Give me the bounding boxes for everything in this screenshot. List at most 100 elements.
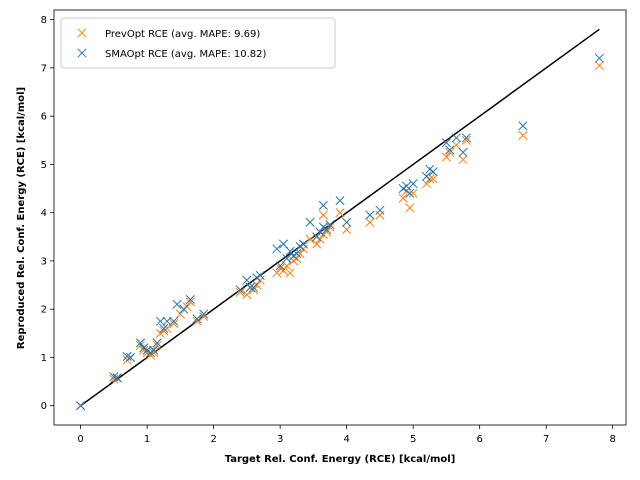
data-point bbox=[169, 316, 179, 326]
data-point bbox=[408, 179, 418, 189]
data-point bbox=[278, 266, 289, 276]
data-point bbox=[149, 345, 159, 355]
data-point bbox=[282, 261, 292, 271]
data-point bbox=[312, 232, 322, 242]
data-point bbox=[179, 304, 189, 314]
plot-frame bbox=[53, 9, 627, 426]
series-1 bbox=[76, 53, 604, 411]
data-point bbox=[458, 155, 468, 165]
data-point bbox=[405, 188, 415, 198]
data-point bbox=[255, 270, 265, 280]
x-axis-label: Target Rel. Conf. Energy (RCE) [kcal/mol… bbox=[225, 454, 456, 465]
data-point bbox=[199, 309, 209, 319]
data-point bbox=[305, 217, 315, 227]
y-tick-label: 2 bbox=[41, 305, 47, 316]
data-point bbox=[149, 348, 159, 358]
data-point bbox=[199, 311, 209, 321]
data-point bbox=[398, 193, 408, 203]
x-tick-label: 8 bbox=[610, 434, 616, 445]
data-point bbox=[428, 167, 438, 177]
data-point bbox=[401, 181, 412, 191]
x-tick-label: 3 bbox=[277, 434, 283, 445]
data-point bbox=[282, 253, 292, 264]
data-point bbox=[312, 239, 322, 249]
data-point bbox=[428, 174, 438, 184]
data-point bbox=[235, 285, 245, 295]
legend-label-0: PrevOpt RCE (avg. MAPE: 9.69) bbox=[105, 29, 260, 40]
y-tick-label: 0 bbox=[41, 401, 47, 412]
x-tick-label: 7 bbox=[543, 434, 549, 445]
data-point bbox=[112, 373, 122, 383]
data-point bbox=[245, 282, 255, 293]
data-point bbox=[445, 145, 455, 155]
data-point bbox=[441, 152, 451, 162]
data-point bbox=[375, 205, 385, 215]
data-point bbox=[335, 196, 345, 206]
legend-marker-0 bbox=[77, 28, 87, 38]
data-point bbox=[451, 133, 461, 143]
data-point bbox=[155, 316, 165, 326]
data-point bbox=[375, 210, 385, 220]
plot-area bbox=[53, 9, 627, 426]
data-point bbox=[159, 323, 169, 334]
data-point bbox=[342, 225, 352, 235]
data-point bbox=[594, 53, 604, 63]
data-point bbox=[365, 210, 375, 220]
data-point bbox=[518, 130, 528, 141]
y-tick-label: 4 bbox=[41, 208, 47, 219]
data-point bbox=[295, 249, 305, 259]
data-point bbox=[315, 227, 325, 237]
data-point bbox=[342, 217, 352, 227]
data-point bbox=[365, 217, 375, 227]
y-tick-label: 5 bbox=[41, 160, 47, 171]
x-tick-label: 4 bbox=[343, 434, 349, 445]
data-point bbox=[298, 239, 308, 249]
reference-line-layer bbox=[80, 28, 600, 407]
data-point bbox=[125, 352, 136, 362]
x-tick-label: 2 bbox=[210, 434, 216, 445]
x-tick-label: 6 bbox=[476, 434, 482, 445]
data-point bbox=[109, 374, 119, 384]
legend-label-1: SMAOpt RCE (avg. MAPE: 10.82) bbox=[105, 49, 267, 60]
legend-marker-1 bbox=[77, 48, 87, 58]
data-point bbox=[272, 244, 282, 254]
legend-box bbox=[60, 17, 336, 69]
y-axis-ticks: 0 1 2 3 4 5 6 7 8 bbox=[41, 15, 54, 412]
data-point bbox=[322, 227, 332, 237]
data-point bbox=[162, 316, 172, 326]
data-point bbox=[594, 60, 604, 71]
data-point bbox=[109, 372, 119, 382]
data-point bbox=[292, 249, 302, 259]
data-point bbox=[285, 246, 295, 256]
data-point bbox=[248, 282, 259, 293]
data-point bbox=[318, 210, 328, 220]
data-point bbox=[76, 401, 86, 411]
data-point bbox=[518, 121, 528, 131]
data-point bbox=[318, 222, 328, 232]
data-point bbox=[285, 268, 295, 278]
x-axis-ticks: 0 1 2 3 4 5 6 7 8 bbox=[77, 425, 616, 445]
data-point bbox=[421, 171, 432, 182]
data-point bbox=[461, 135, 471, 145]
y-tick-label: 7 bbox=[41, 63, 47, 74]
data-point bbox=[192, 314, 202, 324]
y-tick-label: 1 bbox=[41, 353, 47, 364]
data-point bbox=[122, 351, 132, 362]
data-point bbox=[235, 287, 245, 297]
data-point bbox=[325, 220, 335, 230]
y-tick-label: 3 bbox=[41, 256, 47, 267]
data-point bbox=[272, 268, 282, 278]
data-point bbox=[461, 133, 471, 143]
data-point bbox=[172, 299, 182, 309]
data-point bbox=[405, 203, 415, 213]
x-tick-label: 1 bbox=[144, 434, 150, 445]
data-point bbox=[185, 294, 195, 305]
x-tick-label: 0 bbox=[77, 434, 83, 445]
data-point bbox=[318, 200, 328, 210]
data-point bbox=[441, 138, 451, 148]
identity-line bbox=[80, 28, 600, 407]
series-layer bbox=[76, 53, 604, 411]
data-point bbox=[169, 319, 179, 329]
x-tick-label: 5 bbox=[410, 434, 416, 445]
